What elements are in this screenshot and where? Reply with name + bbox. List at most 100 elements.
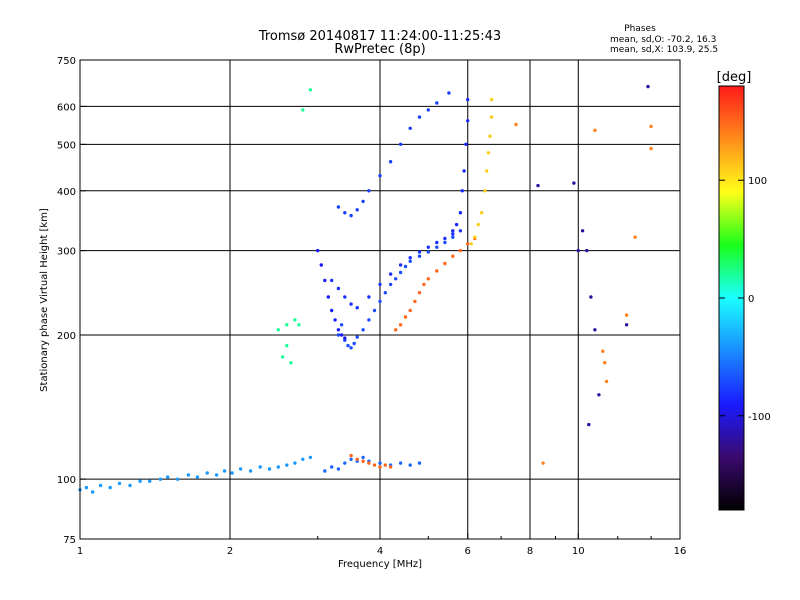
y-tick-label: 600 <box>57 102 76 113</box>
data-point-12-8 <box>593 128 597 132</box>
data-point-4-11 <box>426 245 430 249</box>
data-point-12-1 <box>603 361 607 365</box>
data-point-7-7 <box>466 97 470 102</box>
data-point-4-2 <box>343 295 347 299</box>
data-point-9-6 <box>486 151 491 155</box>
data-point-2-1 <box>355 457 359 461</box>
data-point-0-10 <box>166 475 170 479</box>
data-point-3-4 <box>349 346 353 350</box>
data-point-8-1 <box>398 323 403 327</box>
colorbar-tick-label: 0 <box>748 294 754 305</box>
y-tick-label: 200 <box>57 331 76 342</box>
data-point-2-5 <box>378 465 382 469</box>
data-point-4-1 <box>336 286 341 291</box>
data-point-9-7 <box>488 134 492 138</box>
data-point-10-2 <box>293 318 297 322</box>
data-point-4-8 <box>398 263 403 267</box>
data-point-0-6 <box>128 483 132 488</box>
data-point-7-1 <box>454 222 459 227</box>
data-point-3-13 <box>394 277 398 281</box>
data-point-8-11 <box>458 248 463 253</box>
data-point-9-2 <box>476 222 480 227</box>
data-point-9-4 <box>483 189 487 193</box>
data-point-0-11 <box>175 477 180 481</box>
data-point-2-4 <box>372 463 377 467</box>
y-tick-label: 100 <box>57 475 76 486</box>
data-point-0-9 <box>158 477 163 481</box>
data-point-10-7 <box>308 88 313 92</box>
colorbar-tick-label: 100 <box>748 176 767 187</box>
data-point-1-2 <box>336 467 341 471</box>
chart-subtitle: RwPretec (8p) <box>334 42 425 57</box>
data-point-5-1 <box>319 263 323 267</box>
data-point-0-4 <box>108 485 112 490</box>
x-tick-label: 16 <box>674 546 687 557</box>
data-point-0-1 <box>84 485 89 490</box>
data-point-6-7 <box>388 160 393 164</box>
data-point-5-4 <box>330 308 334 313</box>
data-point-8-0 <box>394 328 398 332</box>
data-point-8-4 <box>413 299 417 304</box>
data-point-11-6 <box>624 323 629 327</box>
data-point-6-6 <box>378 174 382 178</box>
data-point-4-3 <box>349 302 353 306</box>
data-point-0-21 <box>267 467 272 471</box>
data-point-4-14 <box>451 232 455 236</box>
data-point-9-9 <box>489 97 494 102</box>
data-point-9-8 <box>489 115 494 119</box>
data-point-3-9 <box>372 308 377 313</box>
data-point-4-0 <box>330 278 334 283</box>
data-point-12-4 <box>633 235 637 239</box>
data-point-0-18 <box>238 467 243 471</box>
data-point-4-10 <box>417 250 422 254</box>
data-point-11-2 <box>589 295 593 299</box>
data-point-0-14 <box>205 471 209 475</box>
data-point-3-16 <box>408 259 412 263</box>
chart-grid <box>80 60 680 539</box>
data-point-2-7 <box>388 465 393 469</box>
data-point-8-8 <box>435 269 439 273</box>
data-point-11-1 <box>585 248 589 253</box>
data-point-3-8 <box>367 318 371 322</box>
data-point-0-17 <box>230 471 234 475</box>
data-point-1-11 <box>408 463 412 467</box>
legend-heading: Phases <box>624 24 656 34</box>
data-point-4-5 <box>367 295 371 299</box>
data-point-1-4 <box>349 457 353 461</box>
data-point-4-13 <box>443 236 447 241</box>
data-point-0-7 <box>138 479 142 483</box>
data-point-12-9 <box>514 122 518 127</box>
data-point-9-1 <box>473 235 477 239</box>
data-point-5-6 <box>336 328 341 332</box>
data-point-3-14 <box>398 270 403 275</box>
data-point-8-6 <box>422 282 426 287</box>
data-point-0-15 <box>214 473 219 477</box>
data-point-0-22 <box>276 465 280 469</box>
data-points <box>78 84 653 494</box>
data-point-0-23 <box>285 463 289 467</box>
data-point-3-6 <box>355 335 359 339</box>
data-point-6-12 <box>435 101 439 105</box>
data-point-7-4 <box>462 169 466 173</box>
data-point-11-0 <box>580 229 585 233</box>
colorbar-label: [deg] <box>717 70 752 85</box>
data-point-9-5 <box>485 169 489 173</box>
data-point-11-7 <box>646 84 650 89</box>
data-point-0-20 <box>258 465 262 469</box>
data-point-3-3 <box>346 343 350 348</box>
legend-line-x: mean, sd,X: 103.9, 25.5 <box>610 45 718 55</box>
data-point-7-2 <box>458 211 463 215</box>
data-point-3-17 <box>417 254 422 258</box>
data-point-7-6 <box>466 119 470 123</box>
data-point-3-7 <box>361 328 365 332</box>
data-point-0-13 <box>195 475 200 479</box>
y-axis-label: Stationary phase Virtual Height [km] <box>39 208 50 392</box>
data-point-4-9 <box>408 256 412 260</box>
x-tick-label: 6 <box>465 546 471 557</box>
data-point-1-12 <box>417 461 422 465</box>
data-point-9-3 <box>480 211 484 215</box>
data-point-10-4 <box>285 343 289 348</box>
y-tick-label: 750 <box>57 56 76 67</box>
data-point-10-0 <box>276 328 280 332</box>
data-point-0-25 <box>301 457 305 461</box>
